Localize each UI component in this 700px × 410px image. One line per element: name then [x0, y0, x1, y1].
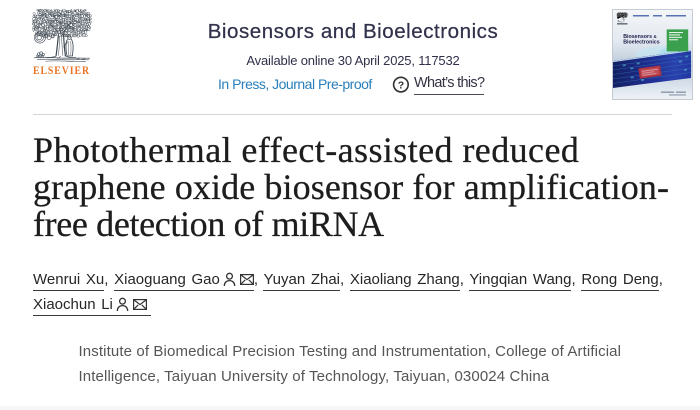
svg-text:?: ?: [398, 80, 404, 92]
svg-text:Biosensors &: Biosensors &: [623, 34, 657, 40]
svg-text:Bioelectronics: Bioelectronics: [623, 40, 660, 46]
